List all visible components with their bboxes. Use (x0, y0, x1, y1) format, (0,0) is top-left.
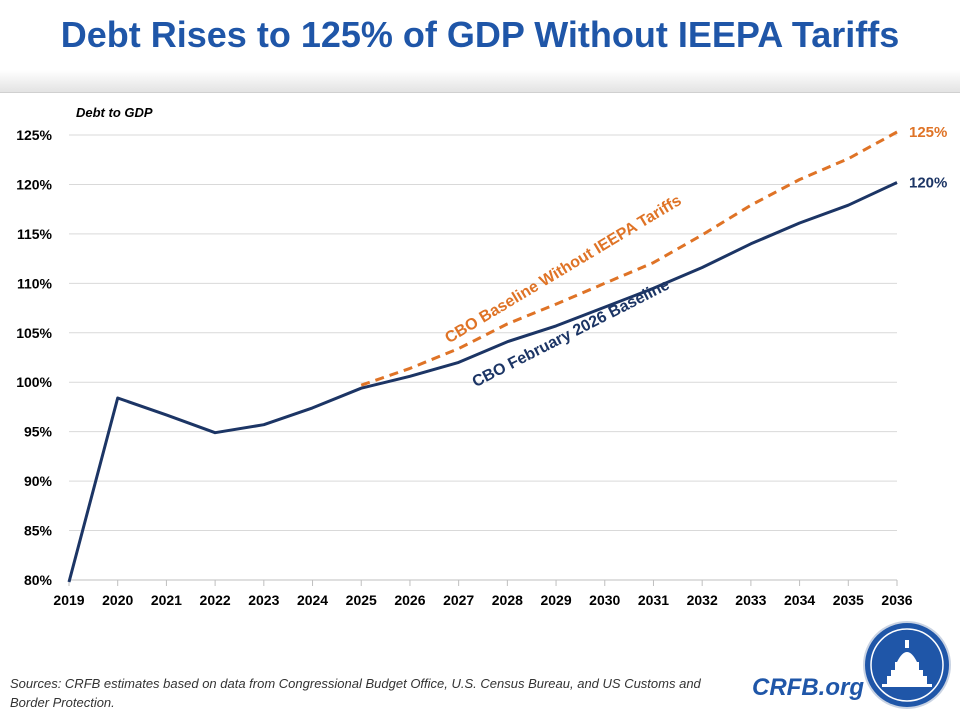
y-tick-label: 110% (17, 275, 53, 291)
end-label-without-ieepa: 125% (909, 124, 947, 141)
end-label-baseline: 120% (909, 174, 947, 191)
x-tick-label: 2032 (687, 592, 718, 608)
x-tick-label: 2021 (151, 592, 182, 608)
x-tick-label: 2025 (346, 592, 377, 608)
x-tick-label: 2022 (200, 592, 231, 608)
x-tick-label: 2027 (443, 592, 474, 608)
x-tick-label: 2030 (589, 592, 620, 608)
x-tick-label: 2028 (492, 592, 523, 608)
y-tick-label: 105% (16, 325, 52, 341)
y-tick-label: 125% (16, 127, 52, 143)
y-tick-label: 85% (24, 523, 53, 539)
y-axis-label: Debt to GDP (76, 105, 153, 120)
y-tick-label: 100% (16, 374, 52, 390)
line-chart: Debt to GDP 80% 85% 90% 95% 100% 105% 110% 115%… (16, 105, 947, 608)
x-tick-label: 2031 (638, 592, 669, 608)
y-tick-label: 95% (24, 424, 53, 440)
x-tick-label: 2033 (735, 592, 766, 608)
x-tick-label: 2020 (102, 592, 133, 608)
y-tick-label: 115% (17, 226, 53, 242)
x-tick-label: 2035 (833, 592, 864, 608)
sources-note: Sources: CRFB estimates based on data fr… (10, 676, 701, 710)
title-divider (0, 92, 960, 93)
series-line-without-ieepa (360, 130, 898, 387)
x-tick-label: 2023 (248, 592, 279, 608)
y-axis-ticks: 80% 85% 90% 95% 100% 105% 110% 115% 120% 125% (16, 127, 52, 588)
x-tick-label: 2034 (784, 592, 815, 608)
chart-title: Debt Rises to 125% of GDP Without IEEPA … (60, 14, 900, 55)
x-tick-label: 2019 (53, 592, 84, 608)
brand-link[interactable]: CRFB.org (752, 674, 864, 701)
y-tick-label: 120% (16, 176, 52, 192)
crfb-capitol-seal (863, 621, 951, 709)
y-tick-label: 80% (24, 572, 53, 588)
x-tick-label: 2024 (297, 592, 328, 608)
x-axis-ticks: 2019 2020 2021 2022 2023 2024 2025 2026 2027 2028… (53, 580, 913, 608)
x-tick-label: 2036 (881, 592, 912, 608)
gridlines (69, 134, 897, 532)
y-tick-label: 90% (24, 473, 53, 489)
x-tick-label: 2029 (540, 592, 571, 608)
x-tick-label: 2026 (394, 592, 425, 608)
series-line-cbo-baseline (67, 181, 898, 583)
title-band (0, 70, 960, 92)
series-label-baseline: CBO February 2026 Baseline (470, 276, 673, 391)
